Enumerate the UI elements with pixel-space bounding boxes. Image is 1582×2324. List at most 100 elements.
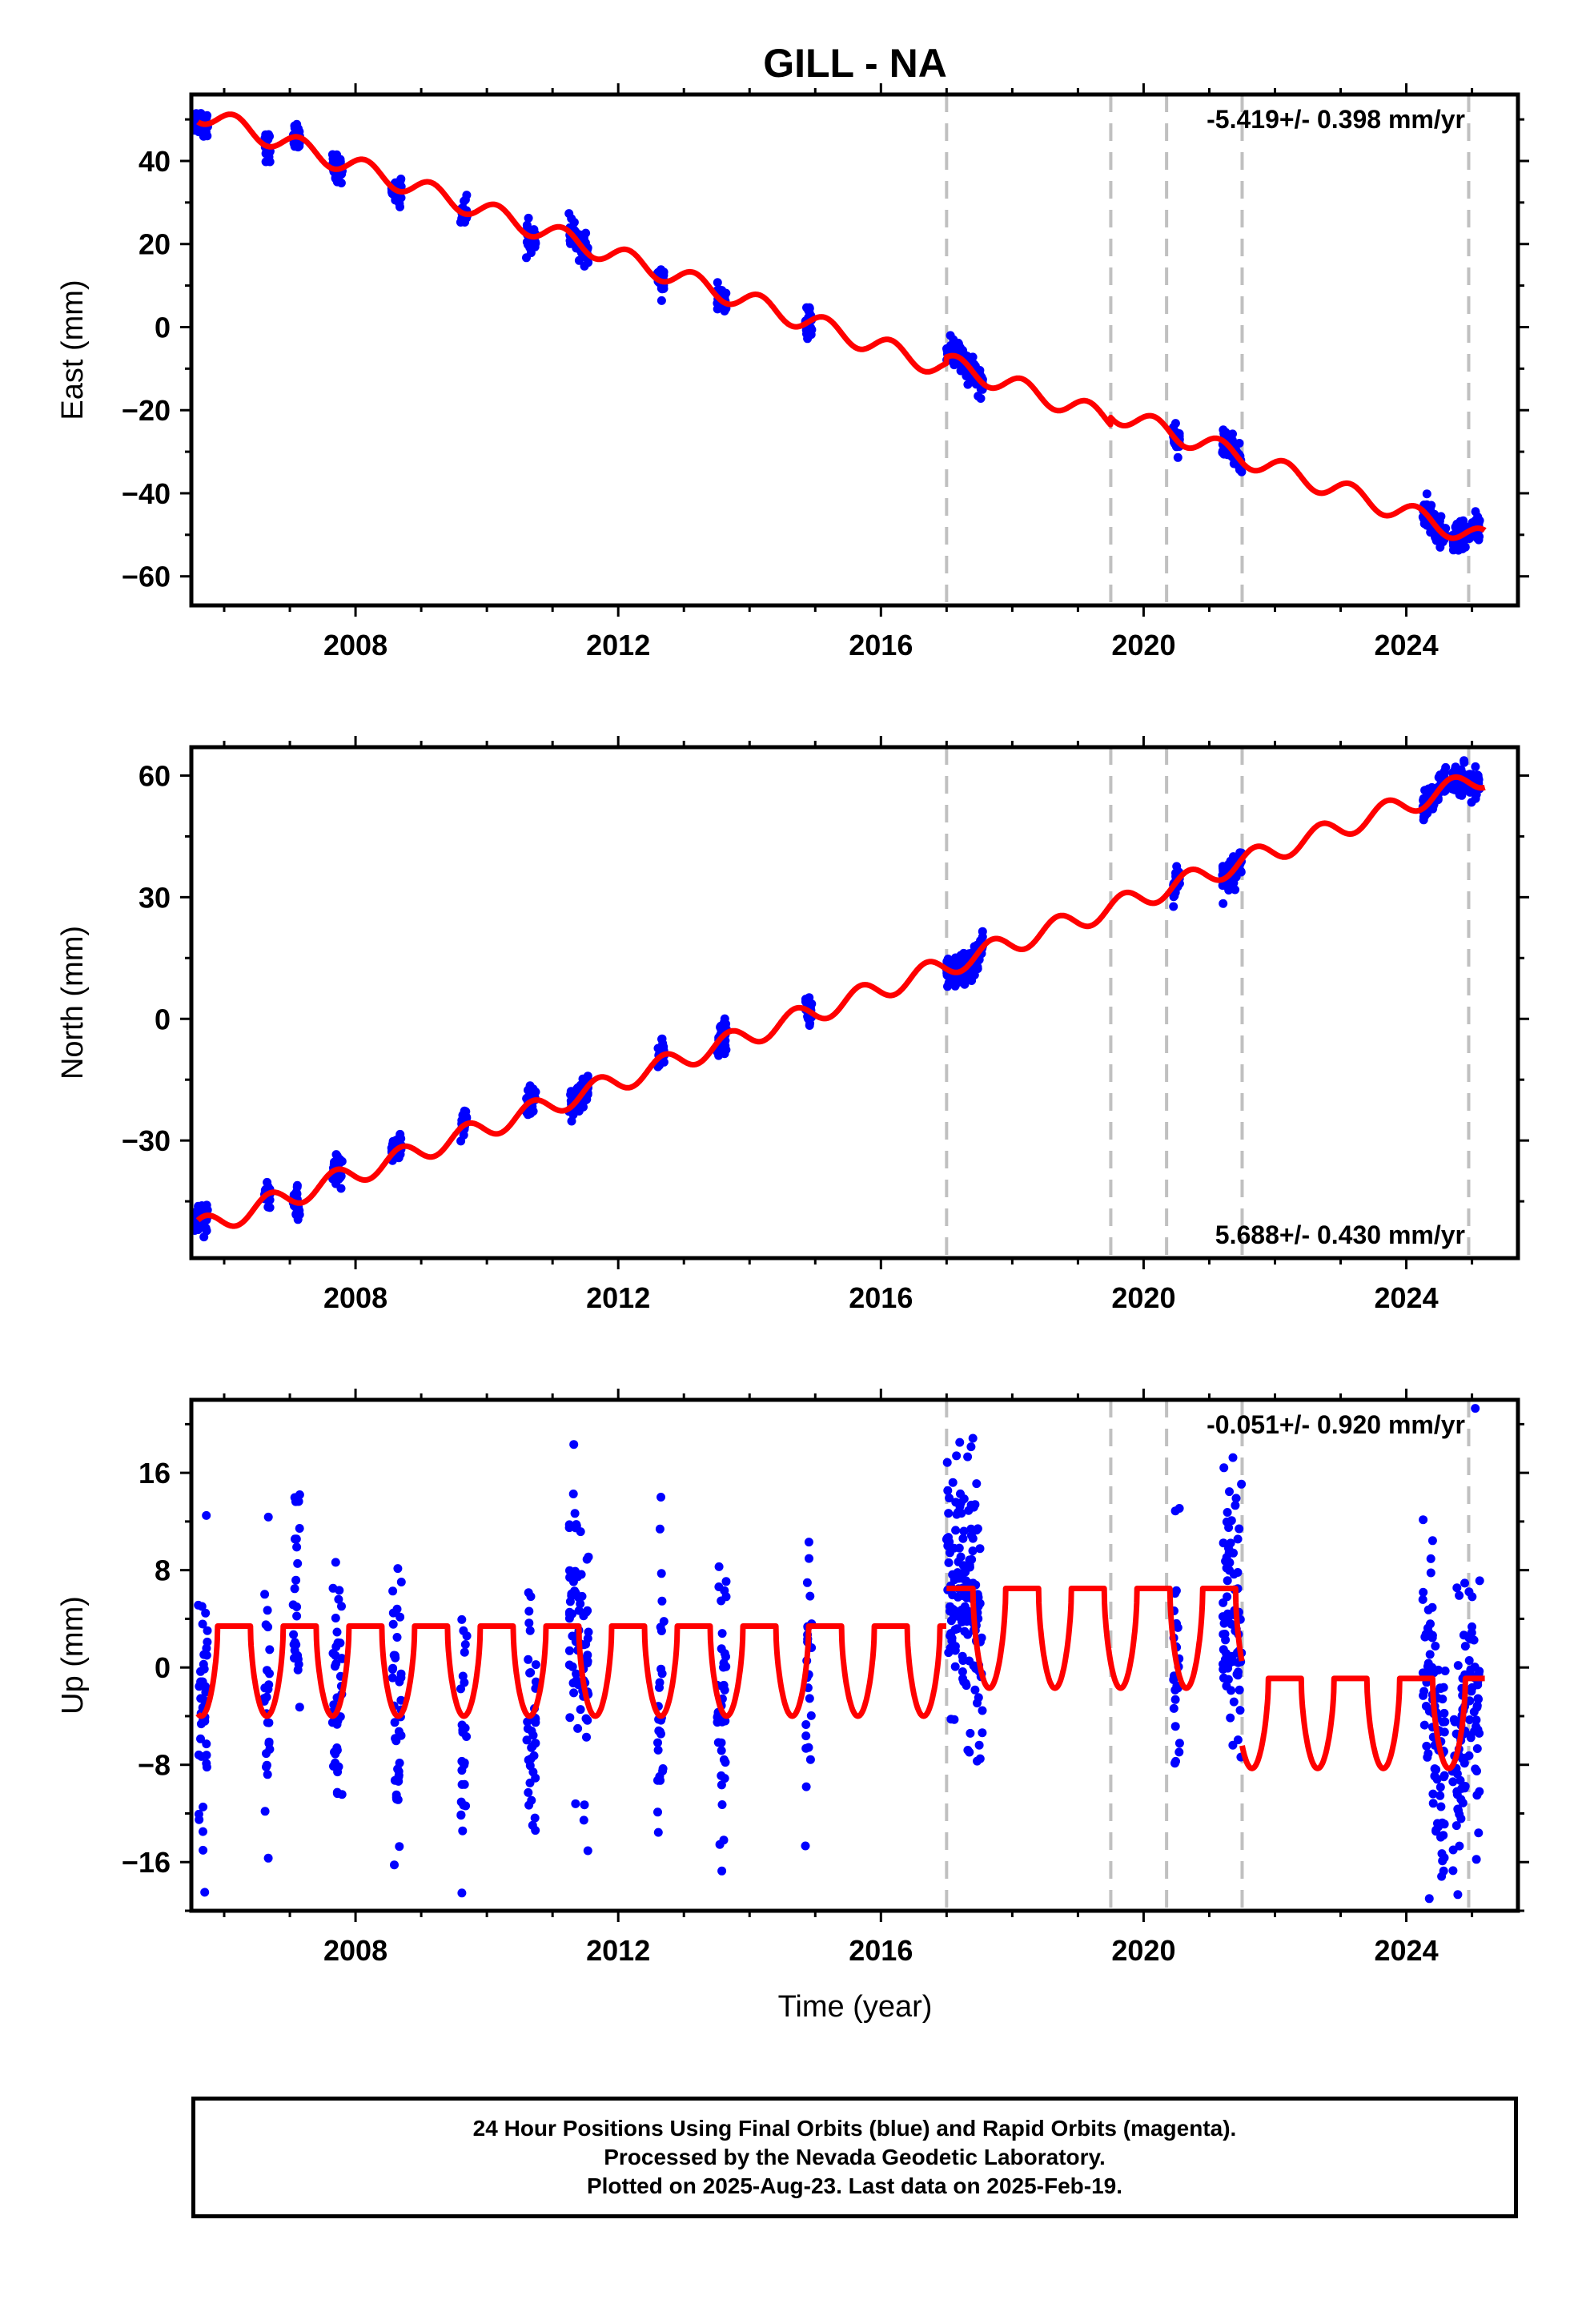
data-point: [1235, 1524, 1244, 1534]
data-point: [200, 130, 210, 139]
data-point: [1219, 1618, 1229, 1628]
data-point: [944, 1533, 953, 1542]
data-point: [968, 1433, 978, 1443]
data-point: [804, 1538, 813, 1547]
data-point: [388, 1619, 398, 1629]
data-point: [265, 157, 275, 167]
data-point-outlier: [1424, 1894, 1434, 1904]
data-point: [1474, 1695, 1483, 1704]
data-point: [1451, 541, 1460, 551]
data-point: [260, 1807, 270, 1816]
data-point: [713, 304, 722, 314]
data-point: [199, 1802, 208, 1811]
data-point: [1418, 1594, 1427, 1604]
data-point: [801, 1731, 811, 1741]
data-point: [717, 1780, 726, 1790]
data-point: [583, 1656, 592, 1666]
data-point: [202, 1510, 211, 1520]
data-point: [583, 1606, 592, 1615]
data-point: [1464, 1751, 1474, 1760]
data-point: [1231, 1494, 1241, 1503]
data-point: [1229, 1697, 1239, 1707]
data-point: [1169, 902, 1178, 911]
data-point: [1426, 1554, 1435, 1563]
data-point: [1439, 1831, 1448, 1840]
data-point: [653, 1807, 662, 1817]
y-tick-label: 20: [139, 228, 171, 261]
data-point: [1418, 1668, 1427, 1678]
data-point: [1426, 1568, 1435, 1578]
x-tick-label: 2016: [849, 629, 913, 661]
data-point: [568, 1631, 577, 1641]
x-tick-label: 2020: [1111, 629, 1175, 661]
data-point: [1227, 1619, 1236, 1629]
x-tick-label: 2008: [323, 1281, 387, 1314]
data-point: [1439, 1853, 1449, 1863]
data-point: [1436, 1802, 1446, 1811]
data-point: [657, 1669, 667, 1679]
data-point: [528, 1820, 537, 1830]
data-point: [1170, 1685, 1180, 1695]
scatter-series-up: [194, 1404, 1484, 1904]
data-point: [1221, 1556, 1231, 1566]
data-point: [531, 1739, 540, 1748]
y-tick-label: −40: [122, 477, 171, 510]
data-point: [584, 1627, 593, 1637]
data-point: [1452, 1583, 1462, 1593]
data-point: [658, 1767, 668, 1775]
data-point: [396, 1673, 406, 1683]
data-point: [1448, 1777, 1458, 1787]
data-point: [564, 209, 574, 219]
data-point: [958, 1617, 966, 1626]
data-point: [1435, 1791, 1445, 1800]
data-point: [1223, 1576, 1232, 1586]
data-point: [332, 1627, 342, 1637]
data-point: [656, 1626, 666, 1635]
data-point: [331, 1614, 340, 1622]
plot-area-east: [191, 94, 1488, 605]
data-point: [655, 1524, 665, 1534]
data-point: [456, 1811, 466, 1820]
data-point: [460, 1640, 470, 1649]
data-point: [1460, 1642, 1470, 1651]
data-point: [714, 1562, 724, 1571]
data-point: [656, 1727, 665, 1736]
data-point: [1460, 1782, 1470, 1791]
data-point: [974, 1693, 983, 1703]
data-point: [801, 1841, 810, 1851]
data-point: [1472, 1744, 1482, 1753]
data-point: [459, 1130, 468, 1140]
data-point: [717, 1644, 726, 1654]
data-point: [332, 177, 342, 187]
data-point: [656, 296, 666, 305]
data-point: [293, 1651, 303, 1660]
plot-frame-north: [189, 745, 1520, 1261]
data-point: [805, 1591, 815, 1601]
data-point: [395, 1842, 404, 1852]
rate-label-north: 5.688+/- 0.430 mm/yr: [1215, 1220, 1465, 1249]
data-point: [458, 1826, 468, 1835]
data-point: [721, 1577, 731, 1586]
data-point: [460, 196, 469, 206]
data-point: [565, 1597, 575, 1606]
data-point: [659, 1057, 669, 1067]
data-point: [719, 1755, 729, 1764]
data-point: [950, 1606, 959, 1615]
data-point: [954, 1557, 963, 1566]
data-point: [261, 1620, 271, 1630]
data-point: [569, 1688, 579, 1698]
data-point: [720, 1014, 729, 1023]
data-point: [965, 1560, 974, 1570]
y-tick-label: 60: [139, 759, 171, 792]
data-point: [947, 1636, 957, 1646]
data-point: [1170, 1759, 1179, 1768]
data-point: [564, 1646, 574, 1655]
data-point: [961, 1567, 970, 1577]
x-tick-label: 2020: [1111, 1934, 1175, 1967]
data-point: [959, 1526, 969, 1536]
data-point: [570, 1586, 580, 1596]
data-point: [1173, 452, 1182, 462]
data-point: [968, 1534, 978, 1543]
data-point: [958, 1591, 968, 1601]
data-point: [584, 258, 593, 267]
